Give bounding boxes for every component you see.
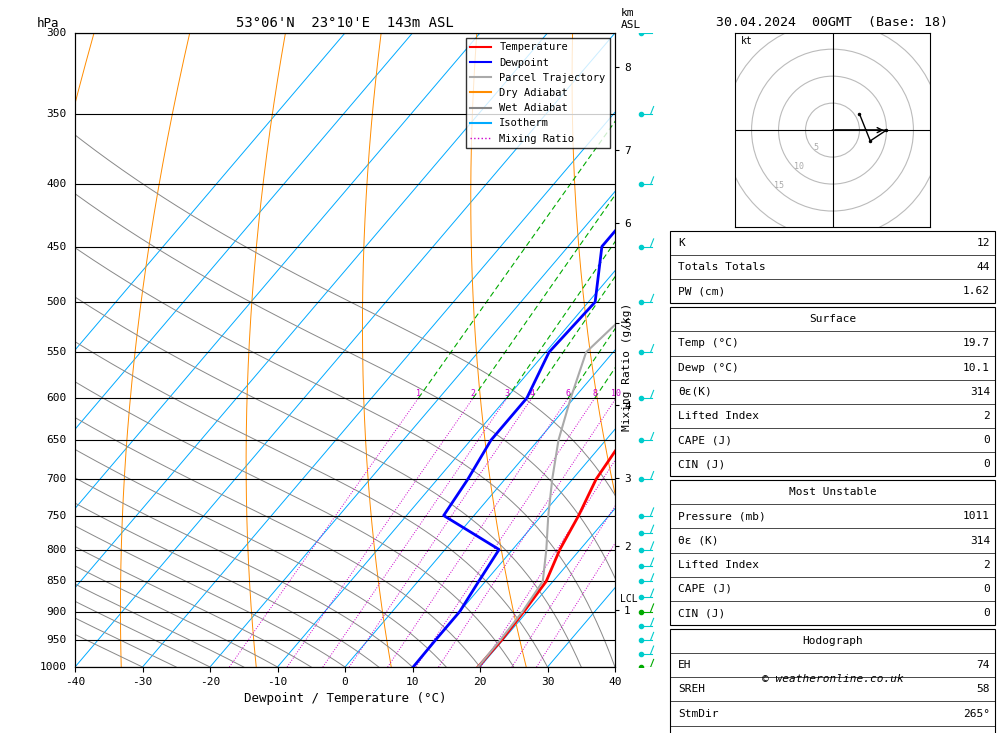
Text: Lifted Index: Lifted Index bbox=[678, 411, 759, 421]
Text: 500: 500 bbox=[47, 297, 67, 307]
Text: 10: 10 bbox=[611, 389, 621, 398]
Text: Temp (°C): Temp (°C) bbox=[678, 339, 739, 348]
Text: © weatheronline.co.uk: © weatheronline.co.uk bbox=[762, 674, 903, 685]
Text: 550: 550 bbox=[47, 347, 67, 357]
Text: 650: 650 bbox=[47, 435, 67, 445]
Text: 3: 3 bbox=[504, 389, 509, 398]
Text: 350: 350 bbox=[47, 109, 67, 119]
Text: EH: EH bbox=[678, 660, 692, 670]
Text: 1011: 1011 bbox=[963, 512, 990, 521]
Text: StmDir: StmDir bbox=[678, 709, 718, 718]
Text: 750: 750 bbox=[47, 510, 67, 520]
Text: Hodograph: Hodograph bbox=[802, 636, 863, 646]
Legend: Temperature, Dewpoint, Parcel Trajectory, Dry Adiabat, Wet Adiabat, Isotherm, Mi: Temperature, Dewpoint, Parcel Trajectory… bbox=[466, 38, 610, 148]
Text: 6: 6 bbox=[566, 389, 571, 398]
Text: CAPE (J): CAPE (J) bbox=[678, 435, 732, 445]
Text: 8: 8 bbox=[592, 389, 597, 398]
Text: LCL: LCL bbox=[620, 594, 638, 603]
Text: 30.04.2024  00GMT  (Base: 18): 30.04.2024 00GMT (Base: 18) bbox=[716, 16, 948, 29]
Text: 600: 600 bbox=[47, 393, 67, 403]
Text: PW (cm): PW (cm) bbox=[678, 287, 725, 296]
Text: 0: 0 bbox=[983, 608, 990, 618]
Text: Lifted Index: Lifted Index bbox=[678, 560, 759, 570]
Text: 950: 950 bbox=[47, 635, 67, 645]
Text: 0: 0 bbox=[983, 460, 990, 469]
Text: SREH: SREH bbox=[678, 685, 705, 694]
Title: 53°06'N  23°10'E  143m ASL: 53°06'N 23°10'E 143m ASL bbox=[236, 16, 454, 31]
Text: 58: 58 bbox=[976, 685, 990, 694]
X-axis label: Dewpoint / Temperature (°C): Dewpoint / Temperature (°C) bbox=[244, 692, 446, 705]
Text: θε(K): θε(K) bbox=[678, 387, 712, 397]
Text: 314: 314 bbox=[970, 387, 990, 397]
Text: 300: 300 bbox=[47, 28, 67, 38]
Text: 700: 700 bbox=[47, 474, 67, 485]
Text: 2: 2 bbox=[471, 389, 476, 398]
Text: 850: 850 bbox=[47, 576, 67, 586]
Text: K: K bbox=[678, 238, 685, 248]
Text: kt: kt bbox=[741, 36, 753, 45]
Text: CAPE (J): CAPE (J) bbox=[678, 584, 732, 594]
Text: 450: 450 bbox=[47, 241, 67, 251]
Text: hPa: hPa bbox=[37, 17, 60, 30]
Text: Totals Totals: Totals Totals bbox=[678, 262, 766, 272]
Text: 2: 2 bbox=[983, 560, 990, 570]
Text: 0: 0 bbox=[983, 435, 990, 445]
Text: 900: 900 bbox=[47, 606, 67, 616]
Text: 1: 1 bbox=[416, 389, 421, 398]
Text: km
ASL: km ASL bbox=[620, 8, 641, 30]
Text: 400: 400 bbox=[47, 180, 67, 190]
Text: 1000: 1000 bbox=[40, 662, 67, 672]
Text: 2: 2 bbox=[983, 411, 990, 421]
Text: 15: 15 bbox=[774, 181, 784, 191]
Text: 5: 5 bbox=[813, 142, 818, 152]
Text: CIN (J): CIN (J) bbox=[678, 608, 725, 618]
Text: Mixing Ratio (g/kg): Mixing Ratio (g/kg) bbox=[622, 303, 632, 430]
Text: Surface: Surface bbox=[809, 314, 856, 324]
Text: Pressure (mb): Pressure (mb) bbox=[678, 512, 766, 521]
Text: 44: 44 bbox=[976, 262, 990, 272]
Text: 1.62: 1.62 bbox=[963, 287, 990, 296]
Text: 10: 10 bbox=[794, 162, 804, 171]
Text: 19.7: 19.7 bbox=[963, 339, 990, 348]
Text: 265°: 265° bbox=[963, 709, 990, 718]
Text: 12: 12 bbox=[976, 238, 990, 248]
Text: CIN (J): CIN (J) bbox=[678, 460, 725, 469]
Text: Most Unstable: Most Unstable bbox=[789, 487, 876, 497]
Text: 314: 314 bbox=[970, 536, 990, 545]
Text: 4: 4 bbox=[529, 389, 534, 398]
Text: 74: 74 bbox=[976, 660, 990, 670]
Text: 800: 800 bbox=[47, 545, 67, 555]
Text: Dewp (°C): Dewp (°C) bbox=[678, 363, 739, 372]
Text: 10.1: 10.1 bbox=[963, 363, 990, 372]
Text: θε (K): θε (K) bbox=[678, 536, 718, 545]
Text: 0: 0 bbox=[983, 584, 990, 594]
